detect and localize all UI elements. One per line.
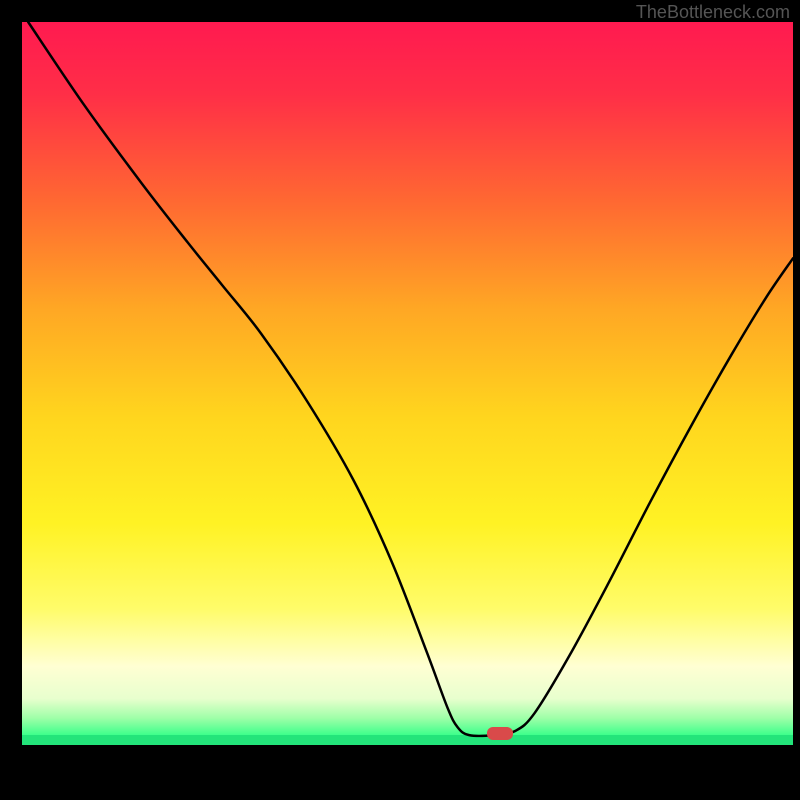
bottleneck-curve [0, 0, 800, 800]
optimum-marker [487, 727, 513, 740]
watermark-text: TheBottleneck.com [636, 2, 790, 23]
